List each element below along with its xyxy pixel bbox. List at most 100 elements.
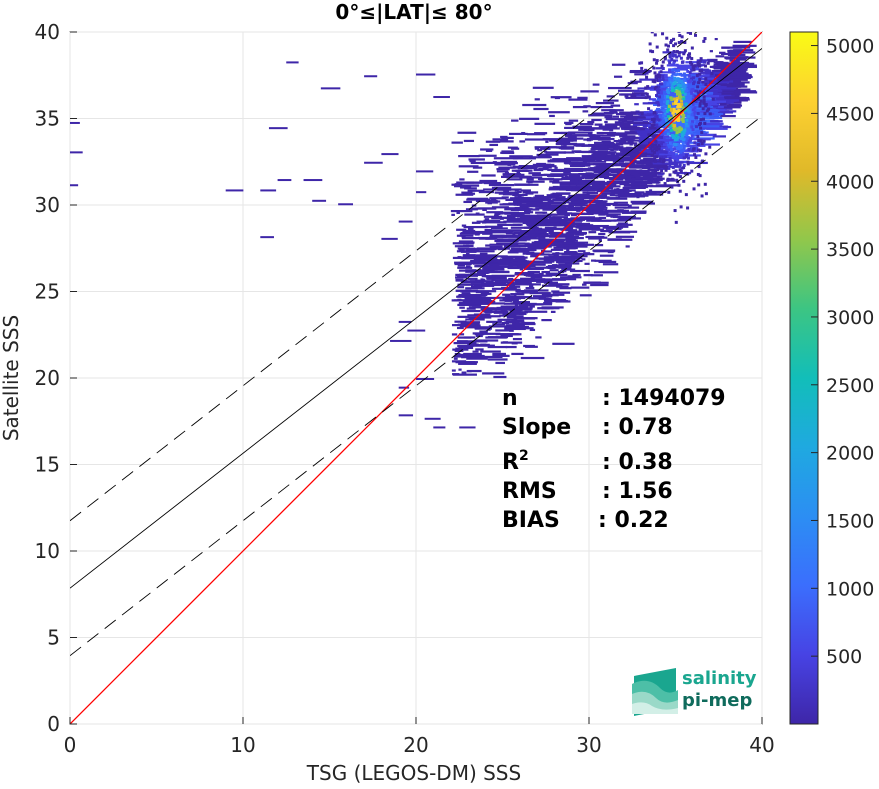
density-cell [679,150,683,154]
density-cell [493,157,519,160]
density-cell [688,52,692,56]
density-cell [556,261,573,264]
density-cell [551,290,560,293]
density-cell [454,245,470,248]
density-cell [578,128,591,131]
density-cell [538,236,546,239]
density-cell [478,154,497,157]
density-cell [606,95,615,98]
y-tick-label: 0 [47,712,60,736]
density-cell [674,77,678,81]
density-cell [521,321,535,325]
density-cell [512,234,516,237]
density-cell [467,269,481,272]
density-cell [728,103,741,106]
density-cell [681,120,685,124]
density-cell [675,96,679,100]
density-cell [459,178,465,181]
density-cell [622,151,627,155]
density-cell [663,116,667,120]
density-cell [559,287,572,290]
density-cell [512,165,525,168]
density-cell [654,115,658,119]
density-cell [566,235,580,238]
density-cell [610,143,624,146]
density-cell [680,35,684,39]
density-cell [655,155,659,159]
density-cell [542,250,553,253]
density-cell [682,163,686,167]
density-cell [671,140,681,143]
density-cell [511,147,520,150]
density-cell [673,100,698,103]
density-cell [667,108,671,112]
density-cell [630,94,637,98]
density-cell [659,76,664,79]
density-cell [692,187,696,191]
density-cell [530,217,548,220]
density-cell [663,112,667,116]
density-cell [508,238,531,241]
density-cell [665,146,669,150]
density-cell [679,24,682,27]
density-cell [583,274,593,277]
density-cell [548,188,568,191]
density-cell [538,167,549,171]
density-cell [646,23,649,26]
density-cell [526,283,541,286]
density-cell [499,203,521,206]
density-cell [656,73,660,77]
density-cell [623,116,649,119]
density-cell [669,150,673,154]
density-cell [702,39,706,43]
density-cell [544,299,568,303]
density-cell [516,244,537,248]
density-cell [485,221,507,224]
density-cell [639,159,644,162]
density-cell [669,137,678,141]
density-cell [672,37,676,41]
density-cell [577,96,588,99]
density-cell [652,66,656,70]
density-cell [690,134,694,138]
density-cell [680,39,684,43]
density-cell [671,111,675,115]
density-cell [730,81,739,84]
density-cell [502,193,512,196]
density-cell [684,25,687,28]
density-cell [728,81,750,84]
density-cell [616,168,627,171]
density-cell [522,291,538,294]
density-cell [627,204,632,207]
density-cell [661,98,665,102]
density-cell [721,46,730,49]
density-cell [530,227,543,230]
density-cell [611,110,616,113]
density-cell [517,156,524,159]
density-cell [470,273,485,276]
density-cell [493,311,508,314]
density-cell [675,86,679,90]
density-cell [554,96,560,100]
colorbar-tick-label: 1000 [826,578,874,600]
density-cell [670,122,683,125]
density-cell [700,110,709,113]
density-cell [687,109,691,113]
density-cell [485,336,507,339]
density-cell [688,121,692,125]
density-cell [697,125,720,128]
density-cell [681,142,685,146]
density-cell [505,345,517,349]
density-cell [593,209,604,212]
density-cell [673,59,677,63]
density-cell [604,116,613,119]
density-cell [677,32,681,33]
density-cell [605,190,615,193]
density-cell [535,207,548,210]
density-cell [474,260,486,263]
density-cell [609,111,613,114]
density-cell [458,294,477,297]
one-to-one-line [70,32,762,724]
density-cell [627,121,652,125]
density-cell [693,102,699,105]
